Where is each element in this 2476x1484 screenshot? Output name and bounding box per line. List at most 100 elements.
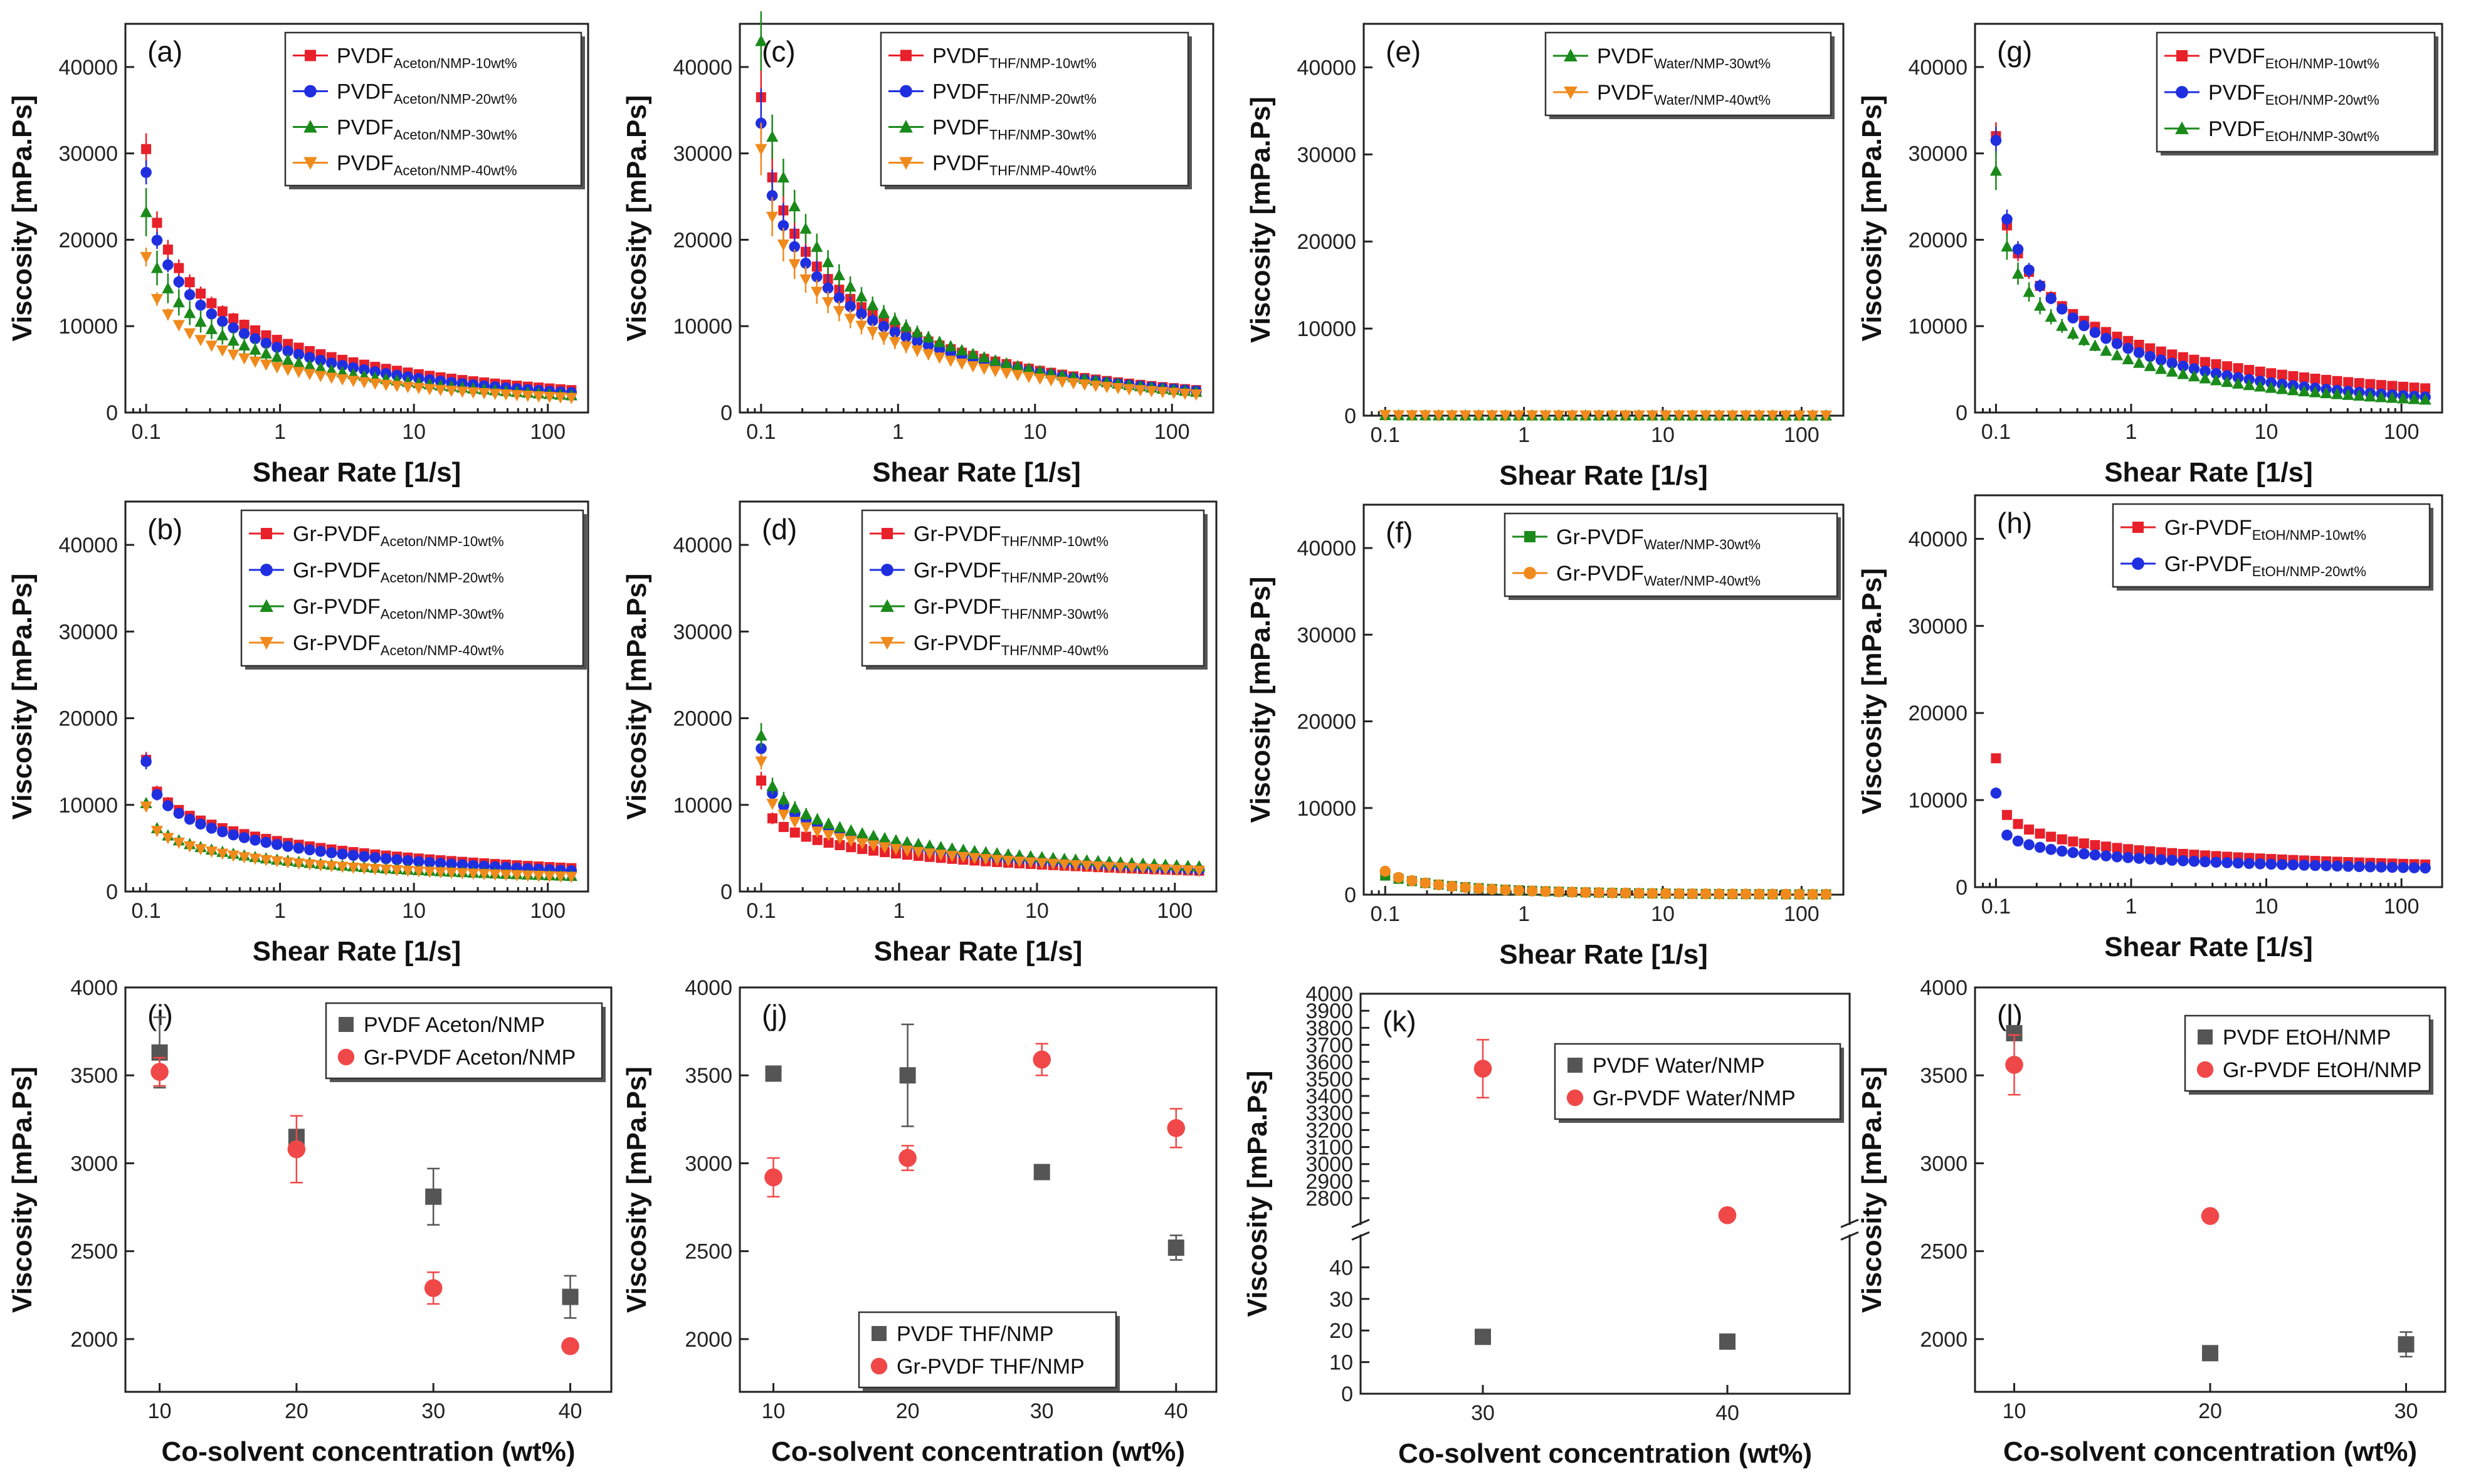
y-tick-label: 4000 [70,976,118,1000]
data-point [162,800,174,811]
data-point [314,361,327,373]
data-point [1190,389,1203,401]
data-point [2111,851,2123,863]
data-point [2112,843,2122,853]
y-tick-label: 3400 [1305,1085,1353,1108]
data-point [2155,362,2168,374]
data-point [2287,384,2299,396]
data-point [922,349,935,361]
data-point [532,391,545,403]
x-tick-label: 10 [2255,420,2278,444]
data-point [1025,857,1037,869]
x-tick-label: 0.1 [746,899,776,923]
data-point [151,234,163,246]
data-point [1137,863,1149,875]
legend-marker [1524,531,1536,542]
legend-marker [260,564,273,576]
data-point [554,392,567,404]
data-point [1606,410,1619,422]
data-point [2331,860,2343,872]
data-point [2243,379,2255,391]
data-point [956,344,968,355]
data-point [195,299,206,311]
y-tick-label: 20000 [1908,228,1968,252]
data-point [162,833,174,845]
data-point [238,832,250,843]
y-tick-label: 30000 [1908,614,1968,638]
data-point [2232,857,2244,869]
data-point [979,854,992,866]
data-point [845,300,856,312]
data-point [2034,841,2046,853]
plot-frame [124,23,589,414]
data-point [1047,858,1060,870]
y-tick-label: 2900 [1305,1170,1353,1194]
y-tick-label: 0 [106,880,118,904]
data-point [1134,385,1147,397]
series-1 [1379,865,1832,900]
y-tick-label: 3500 [1305,1068,1353,1092]
data-point [369,864,381,876]
data-point [856,308,867,320]
y-tick-label: 30000 [1908,142,1968,166]
data-point [174,263,184,273]
data-point [2265,381,2277,393]
data-point [1446,880,1458,892]
data-point [391,854,403,866]
data-point [2298,385,2310,397]
data-point [956,358,968,370]
x-tick-label: 10 [762,1399,786,1423]
y-axis-title: Viscosity [mPa.Ps] [621,1066,652,1313]
data-point [2210,374,2223,386]
data-point [2365,379,2376,389]
data-point [445,868,458,880]
data-point [1660,410,1672,422]
x-axis-title: Shear Rate [1/s] [253,936,461,967]
data-point [271,839,283,850]
axis-break-mask [1843,1224,1856,1234]
data-point [456,859,468,871]
data-point [1486,883,1498,895]
data-point [1593,410,1605,422]
data-point [1182,865,1194,877]
legend-marker [260,599,273,612]
data-point [172,838,185,850]
legend: PVDF THF/NMP Gr-PVDF THF/NMP [858,1311,1120,1391]
data-point [2078,334,2090,345]
data-point [172,296,185,308]
data-point [2178,855,2189,866]
panel-f: 0.1 1 10 100 0 10000 20000 30000 40000 Shear Rate… [1245,503,1845,970]
data-point [2034,299,2047,311]
data-point [889,326,901,338]
data-point [2408,392,2421,404]
data-point [2001,213,2013,225]
y-axis-title: Viscosity [mPa.Ps] [621,574,652,820]
panel-label: (h) [1997,507,2032,539]
legend-marker [2175,121,2189,134]
data-point [217,315,228,327]
data-point [1820,888,1832,900]
data-point [413,382,425,394]
data-point [777,171,790,183]
data-point [1000,368,1013,380]
x-axis-title: Shear Rate [1/s] [2104,457,2313,488]
series-1 [140,754,577,876]
y-tick-label: 10 [1329,1351,1353,1375]
data-point [1806,410,1819,422]
y-axis-title: Viscosity [mPa.Ps] [7,1066,38,1313]
x-tick-label: 100 [2384,895,2420,918]
legend-label: PVDF EtOH/NMP [2223,1026,2391,1050]
legend-marker [899,157,913,170]
data-point [337,360,348,371]
data-point [845,836,857,848]
data-point [2221,370,2233,381]
data-point [2144,350,2156,362]
data-point [456,386,469,398]
series-0 [765,1023,1184,1261]
data-point [1167,387,1180,399]
data-point [2056,319,2068,331]
data-point [968,853,981,865]
data-point [2046,831,2057,842]
data-point [184,307,196,318]
data-point [423,384,436,396]
